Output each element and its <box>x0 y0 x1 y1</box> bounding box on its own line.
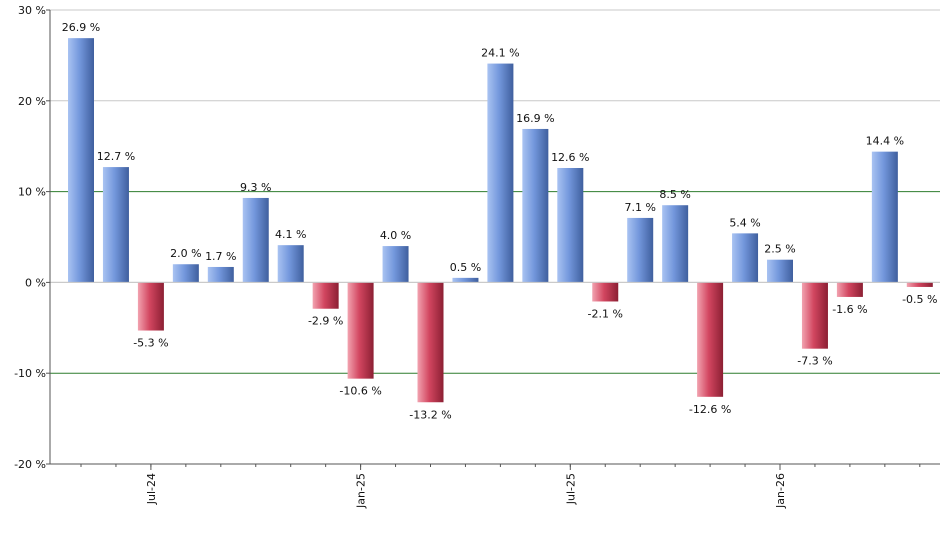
bar-value-label: 2.0 % <box>170 247 201 260</box>
bar-value-label: 4.1 % <box>275 228 306 241</box>
bar-positive <box>68 38 94 283</box>
bar-value-label: 12.6 % <box>551 151 589 164</box>
bar-value-label: 5.4 % <box>729 216 760 229</box>
bar-value-label: -2.9 % <box>308 315 343 328</box>
bar-value-label: 7.1 % <box>624 201 655 214</box>
bar-positive <box>871 151 898 283</box>
bar-value-label: 24.1 % <box>481 47 519 60</box>
bar-positive <box>662 205 689 283</box>
bar-negative <box>697 282 724 397</box>
bar-negative <box>312 282 339 309</box>
bar-value-label: 1.7 % <box>205 250 236 263</box>
bar-value-label: 9.3 % <box>240 181 271 194</box>
bar-value-label: 0.5 % <box>450 261 481 274</box>
axes: -20 % -10 % 0 % 10 % 20 % 30 % Jul-24 Jan-25 Jul… <box>14 4 940 509</box>
bar-value-label: 8.5 % <box>659 188 690 201</box>
bar-value-label: -2.1 % <box>588 307 623 320</box>
bar-positive <box>242 197 269 283</box>
bar-negative <box>906 282 933 287</box>
x-tick-label: Jul-24 <box>145 473 158 505</box>
bar-positive <box>487 63 514 283</box>
y-tick-label: -10 % <box>14 367 46 380</box>
bar-negative <box>836 282 863 297</box>
bar-negative <box>347 282 374 379</box>
bar-value-label: 16.9 % <box>516 112 554 125</box>
data-labels: 26.9 % 12.7 % -5.3 % 2.0 % 1.7 % 9.3 % 4.1 % -2… <box>62 21 938 421</box>
bar-positive <box>452 277 479 283</box>
bar-value-label: -7.3 % <box>797 355 832 368</box>
x-tick-label: Jan-25 <box>355 473 368 509</box>
bar-positive <box>767 259 793 283</box>
bars <box>68 38 933 403</box>
bar-positive <box>557 167 584 283</box>
bar-value-label: 12.7 % <box>97 150 135 163</box>
y-tick-label: 0 % <box>25 276 46 289</box>
bar-value-label: 26.9 % <box>62 21 100 34</box>
x-tick-label: Jan-26 <box>774 473 787 509</box>
bar-value-label: -0.5 % <box>902 293 937 306</box>
y-tick-label: 20 % <box>18 95 46 108</box>
bar-value-label: 2.5 % <box>764 243 795 256</box>
y-tick-label: 10 % <box>18 186 46 199</box>
bar-negative <box>801 282 828 349</box>
bar-negative <box>417 282 444 403</box>
bar-positive <box>732 233 759 283</box>
bar-value-label: -13.2 % <box>409 408 451 421</box>
bar-positive <box>382 246 409 283</box>
y-tick-label: 30 % <box>18 4 46 17</box>
y-tick-label: -20 % <box>14 458 46 471</box>
bar-negative <box>137 282 164 331</box>
bar-value-label: -10.6 % <box>339 385 381 398</box>
bar-value-label: 4.0 % <box>380 229 411 242</box>
bar-value-label: -1.6 % <box>832 303 867 316</box>
bar-negative <box>592 282 619 302</box>
bar-positive <box>522 128 549 283</box>
x-tick-label: Jul-25 <box>564 473 577 505</box>
bar-positive <box>207 266 234 283</box>
bar-positive <box>627 217 654 283</box>
bar-positive <box>102 167 129 283</box>
bar-value-label: -12.6 % <box>689 403 731 416</box>
bar-positive <box>277 245 304 283</box>
bar-value-label: 14.4 % <box>866 135 904 148</box>
bar-positive <box>172 264 199 283</box>
bar-value-label: -5.3 % <box>133 337 168 350</box>
